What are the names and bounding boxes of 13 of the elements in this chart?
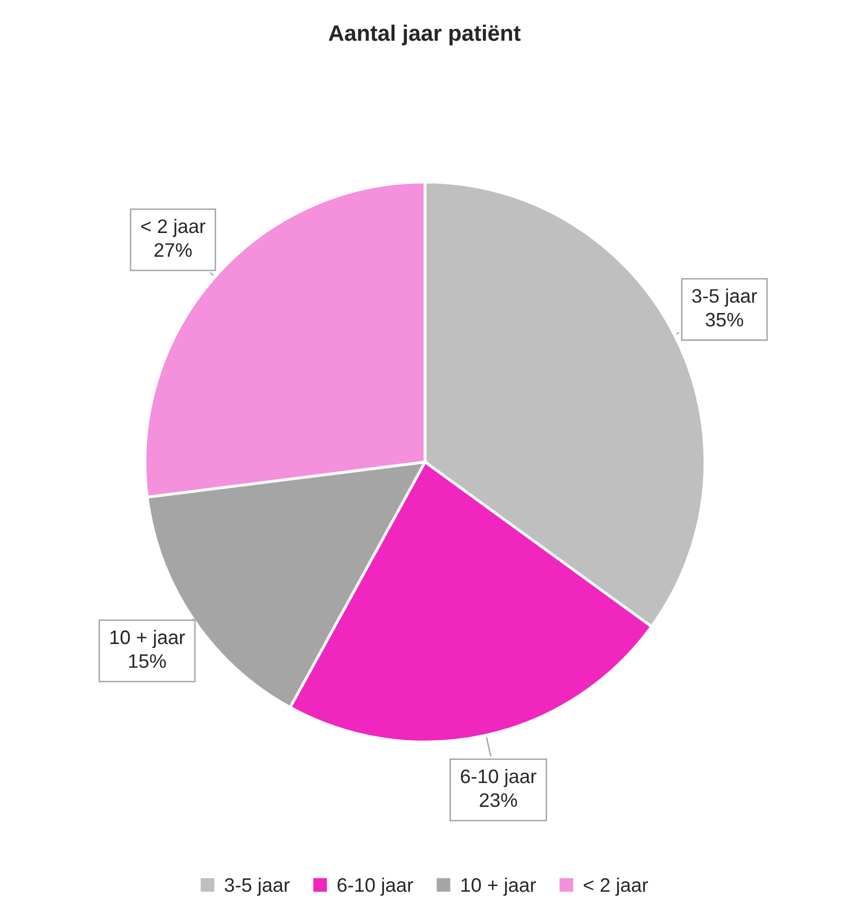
chart-title: Aantal jaar patiënt	[328, 24, 521, 46]
data-label: 27%	[154, 243, 192, 257]
data-label: 35%	[706, 312, 744, 327]
legend-label: 10 + jaar	[462, 878, 536, 896]
legend-label: < 2 jaar	[584, 878, 648, 896]
legend-label: 3-5 jaar	[224, 878, 290, 896]
slice-label: 3-5 jaar	[692, 288, 758, 307]
data-label: 15%	[129, 654, 166, 668]
slice-label: 10 + jaar	[110, 630, 185, 648]
slice-label: < 2 jaar	[141, 218, 206, 237]
legend-label: 6-10 jaar	[338, 878, 414, 896]
data-label: 23%	[480, 793, 518, 808]
slice-label: 6-10 jaar	[460, 768, 536, 788]
